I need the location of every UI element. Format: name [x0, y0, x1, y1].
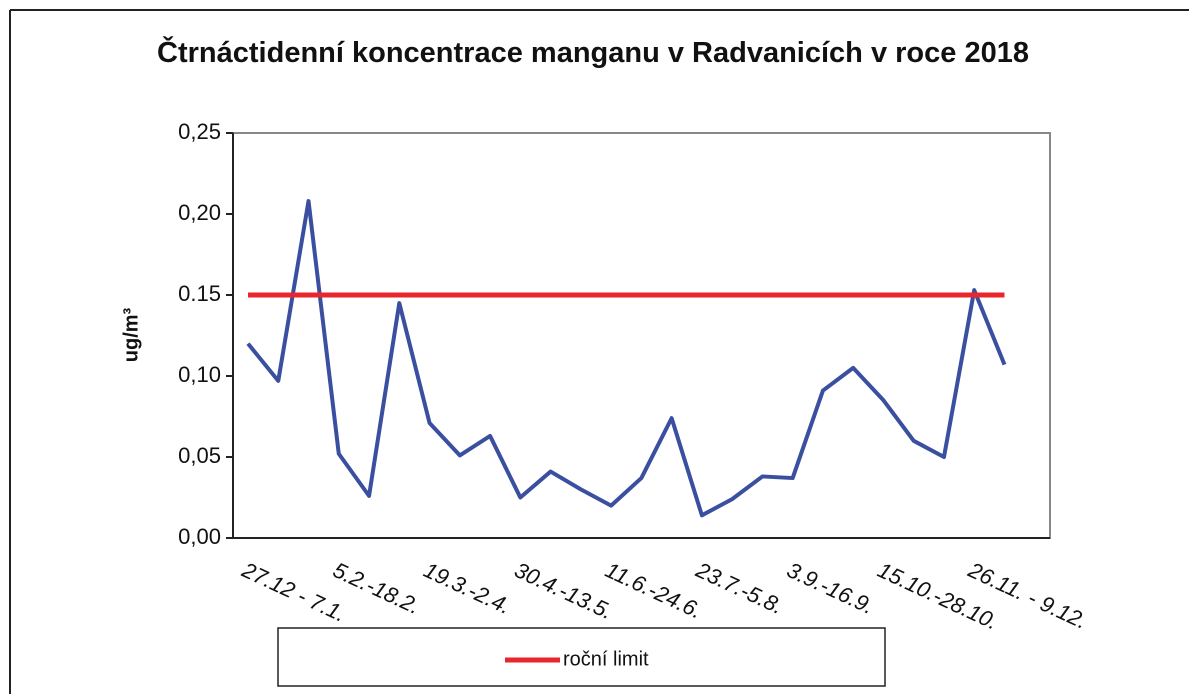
x-tick-label: 11.6.-24.6.	[602, 557, 706, 623]
legend-box	[277, 627, 886, 687]
y-tick-label: 0,00	[178, 524, 221, 549]
y-tick-label: 0,20	[178, 200, 221, 225]
x-tick-label: 3.9.-16.9.	[783, 557, 878, 619]
y-axis-label: ug/m³	[120, 307, 142, 362]
series-line	[246, 199, 1007, 518]
chart-title: Čtrnáctidenní koncentrace manganu v Radv…	[157, 37, 1029, 69]
x-tick-label: 19.3.-2.4.	[420, 557, 515, 619]
x-tick-label: 27.12 - 7.1.	[238, 557, 350, 627]
x-tick-label: 23.7.-5.8.	[691, 557, 787, 619]
x-tick-label: 30.4.-13.5.	[511, 557, 617, 624]
y-tick-label: 0,05	[178, 443, 221, 468]
y-tick-label: 0,25	[178, 119, 221, 144]
y-tick-label: 0,10	[178, 362, 221, 387]
y-tick-label: 0.15	[178, 281, 221, 306]
legend-label: roční limit	[563, 648, 649, 670]
